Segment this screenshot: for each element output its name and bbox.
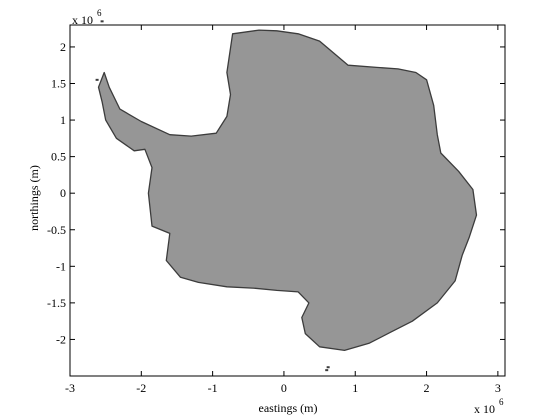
plot-area bbox=[95, 20, 478, 372]
y-tick-label: 1 bbox=[60, 113, 66, 127]
island-point-2 bbox=[326, 366, 330, 369]
y-tick-label: -0.5 bbox=[47, 223, 66, 237]
y-axis-exponent: x 10 6 bbox=[72, 8, 102, 27]
y-exponent-multiplier: x 10 bbox=[72, 13, 93, 27]
y-tick-label: -1.5 bbox=[47, 296, 66, 310]
antarctica-landmass bbox=[97, 29, 478, 352]
island-markers bbox=[95, 20, 330, 372]
x-exponent-power: 6 bbox=[499, 397, 504, 407]
island-point-3 bbox=[325, 369, 329, 372]
x-tick-label: -3 bbox=[65, 381, 75, 395]
island-point-1 bbox=[95, 78, 99, 81]
x-tick-label: 2 bbox=[424, 381, 430, 395]
y-tick-label: 0.5 bbox=[51, 150, 66, 164]
x-tick-label: 3 bbox=[495, 381, 501, 395]
y-tick-label: -2 bbox=[56, 332, 66, 346]
x-tick-label: 0 bbox=[281, 381, 287, 395]
island-point-0 bbox=[100, 20, 104, 23]
axes-frame bbox=[69, 24, 506, 377]
y-axis-ticks: 2 1.5 1 0.5 0 -0.5 -1 -1.5 -2 bbox=[47, 40, 505, 346]
y-tick-label: 0 bbox=[60, 186, 66, 200]
x-tick-label: 1 bbox=[352, 381, 358, 395]
y-exponent-power: 6 bbox=[97, 8, 102, 18]
y-tick-label: -1 bbox=[56, 259, 66, 273]
x-axis-ticks: -3 -2 -1 0 1 2 3 bbox=[65, 25, 501, 395]
x-axis-exponent: x 10 6 bbox=[474, 397, 504, 416]
x-tick-label: -1 bbox=[208, 381, 218, 395]
x-exponent-multiplier: x 10 bbox=[474, 402, 495, 416]
x-axis-label: eastings (m) bbox=[259, 401, 318, 415]
x-tick-label: -2 bbox=[136, 381, 146, 395]
y-tick-label: 1.5 bbox=[51, 77, 66, 91]
y-axis-label: northings (m) bbox=[27, 165, 41, 231]
y-tick-label: 2 bbox=[60, 40, 66, 54]
